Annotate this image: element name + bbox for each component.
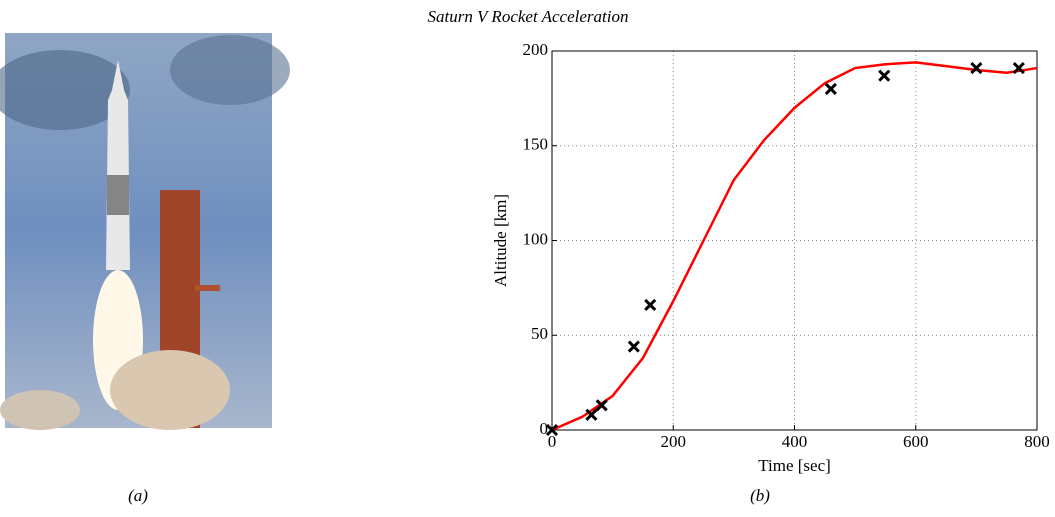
data-point (644, 298, 657, 311)
axes-frame (551, 50, 1038, 431)
x-tick-label: 600 (903, 432, 929, 451)
data-point (595, 399, 608, 412)
x-tick-label: 0 (548, 432, 557, 451)
x-tick-label: 400 (782, 432, 808, 451)
y-tick-label: 50 (531, 324, 548, 343)
y-tick-label: 200 (523, 40, 549, 59)
y-axis-label: Altitude [km] (491, 194, 510, 287)
data-point (970, 61, 983, 75)
chart: 0 200 400 600 800 0 50 100 150 200 Time [sec] Altit… (491, 40, 1050, 475)
y-tick-label: 100 (523, 229, 549, 248)
caption: (b) (750, 486, 770, 505)
data-point (627, 340, 640, 353)
x-tick-label: 200 (661, 432, 687, 451)
data-point (824, 82, 837, 95)
rocket-photo (0, 33, 290, 430)
data-point (878, 69, 891, 82)
x-tick-label: 800 (1024, 432, 1050, 451)
fit-line (551, 61, 1038, 432)
data-point (585, 408, 598, 421)
x-axis-label: Time [sec] (758, 456, 831, 475)
data-point (1012, 61, 1025, 75)
y-tick-label: 150 (523, 135, 549, 154)
y-tick-label: 0 (540, 419, 549, 438)
caption: (a) (128, 486, 148, 505)
data-point (545, 423, 559, 437)
chart-title: Saturn V Rocket Acceleration (428, 7, 629, 26)
